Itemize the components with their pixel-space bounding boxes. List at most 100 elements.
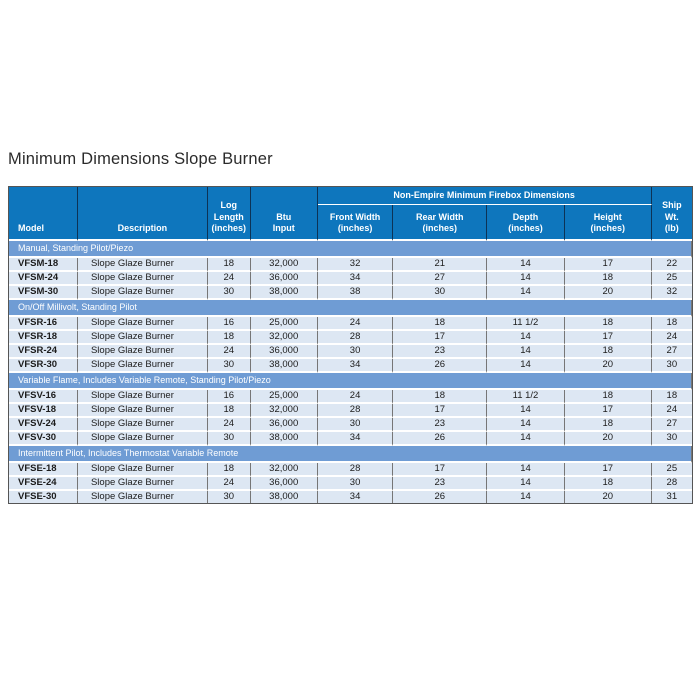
value-cell: 38,000 xyxy=(250,432,318,446)
value-cell: 36,000 xyxy=(250,418,318,432)
value-cell: 36,000 xyxy=(250,477,318,491)
table-row: VFSM-18 Slope Glaze Burner 18 32,000 32 21 14 1… xyxy=(9,258,692,272)
table-row: VFSM-30 Slope Glaze Burner 30 38,000 38 30 14 2… xyxy=(9,286,692,300)
value-cell: 18 xyxy=(651,390,692,404)
model-cell: VFSM-18 xyxy=(9,258,78,272)
column-header-btu-input: Btu Input xyxy=(250,187,318,241)
value-cell: 17 xyxy=(564,331,652,345)
model-cell: VFSR-18 xyxy=(9,331,78,345)
value-cell: 14 xyxy=(487,272,565,286)
section-row: Manual, Standing Pilot/Piezo xyxy=(9,241,692,258)
model-cell: VFSR-16 xyxy=(9,317,78,331)
table-row: VFSR-16 Slope Glaze Burner 16 25,000 24 18 11 … xyxy=(9,317,692,331)
value-cell: 28 xyxy=(317,404,394,418)
value-cell: 32,000 xyxy=(250,331,318,345)
value-cell: 28 xyxy=(317,463,394,477)
column-header-height: Height (inches) xyxy=(564,205,652,241)
value-cell: 14 xyxy=(487,258,565,272)
value-cell: 32 xyxy=(317,258,394,272)
value-cell: 31 xyxy=(651,491,692,503)
value-cell: 18 xyxy=(207,331,251,345)
table-row: VFSM-24 Slope Glaze Burner 24 36,000 34 27 14 1… xyxy=(9,272,692,286)
value-cell: 25,000 xyxy=(250,390,318,404)
table-row: VFSV-18 Slope Glaze Burner 18 32,000 28 17 14 1… xyxy=(9,404,692,418)
model-cell: VFSE-18 xyxy=(9,463,78,477)
value-cell: 23 xyxy=(393,345,488,359)
model-cell: VFSE-30 xyxy=(9,491,78,503)
description-cell: Slope Glaze Burner xyxy=(77,404,208,418)
value-cell: 23 xyxy=(393,477,488,491)
value-cell: 32,000 xyxy=(250,463,318,477)
value-cell: 18 xyxy=(564,345,652,359)
value-cell: 30 xyxy=(651,359,692,373)
value-cell: 16 xyxy=(207,390,251,404)
section-header: Variable Flame, Includes Variable Remote… xyxy=(9,373,692,390)
model-cell: VFSV-18 xyxy=(9,404,78,418)
value-cell: 18 xyxy=(564,272,652,286)
description-cell: Slope Glaze Burner xyxy=(77,390,208,404)
table-body: Manual, Standing Pilot/Piezo VFSM-18 Slope… xyxy=(9,241,692,503)
description-cell: Slope Glaze Burner xyxy=(77,491,208,503)
value-cell: 14 xyxy=(487,286,565,300)
description-cell: Slope Glaze Burner xyxy=(77,432,208,446)
section-header: Manual, Standing Pilot/Piezo xyxy=(9,241,692,258)
value-cell: 23 xyxy=(393,418,488,432)
column-header-depth: Depth (inches) xyxy=(487,205,565,241)
value-cell: 24 xyxy=(207,345,251,359)
value-cell: 24 xyxy=(651,331,692,345)
value-cell: 18 xyxy=(564,390,652,404)
value-cell: 17 xyxy=(564,404,652,418)
value-cell: 36,000 xyxy=(250,272,318,286)
value-cell: 34 xyxy=(317,272,394,286)
model-cell: VFSR-30 xyxy=(9,359,78,373)
model-cell: VFSR-24 xyxy=(9,345,78,359)
value-cell: 24 xyxy=(207,477,251,491)
value-cell: 34 xyxy=(317,359,394,373)
section-header: On/Off Millivolt, Standing Pilot xyxy=(9,300,692,317)
value-cell: 20 xyxy=(564,359,652,373)
description-cell: Slope Glaze Burner xyxy=(77,272,208,286)
value-cell: 38,000 xyxy=(250,491,318,503)
value-cell: 38,000 xyxy=(250,286,318,300)
value-cell: 18 xyxy=(207,404,251,418)
model-cell: VFSE-24 xyxy=(9,477,78,491)
value-cell: 34 xyxy=(317,491,394,503)
value-cell: 14 xyxy=(487,345,565,359)
value-cell: 27 xyxy=(651,345,692,359)
value-cell: 25 xyxy=(651,272,692,286)
value-cell: 24 xyxy=(651,404,692,418)
value-cell: 16 xyxy=(207,317,251,331)
description-cell: Slope Glaze Burner xyxy=(77,477,208,491)
value-cell: 30 xyxy=(207,359,251,373)
value-cell: 36,000 xyxy=(250,345,318,359)
value-cell: 26 xyxy=(393,432,488,446)
table-row: VFSV-16 Slope Glaze Burner 16 25,000 24 18 11 … xyxy=(9,390,692,404)
column-header-description: Description xyxy=(77,187,208,241)
value-cell: 24 xyxy=(207,418,251,432)
value-cell: 18 xyxy=(564,418,652,432)
value-cell: 21 xyxy=(393,258,488,272)
value-cell: 30 xyxy=(317,477,394,491)
description-cell: Slope Glaze Burner xyxy=(77,317,208,331)
model-cell: VFSV-16 xyxy=(9,390,78,404)
value-cell: 14 xyxy=(487,477,565,491)
value-cell: 18 xyxy=(564,477,652,491)
value-cell: 14 xyxy=(487,359,565,373)
description-cell: Slope Glaze Burner xyxy=(77,359,208,373)
value-cell: 18 xyxy=(207,258,251,272)
value-cell: 32 xyxy=(651,286,692,300)
model-cell: VFSM-24 xyxy=(9,272,78,286)
value-cell: 17 xyxy=(564,463,652,477)
table-row: VFSV-30 Slope Glaze Burner 30 38,000 34 26 14 2… xyxy=(9,432,692,446)
value-cell: 30 xyxy=(207,432,251,446)
model-cell: VFSV-24 xyxy=(9,418,78,432)
value-cell: 27 xyxy=(393,272,488,286)
value-cell: 14 xyxy=(487,404,565,418)
value-cell: 28 xyxy=(651,477,692,491)
description-cell: Slope Glaze Burner xyxy=(77,331,208,345)
model-cell: VFSV-30 xyxy=(9,432,78,446)
value-cell: 18 xyxy=(207,463,251,477)
value-cell: 18 xyxy=(651,317,692,331)
value-cell: 11 1/2 xyxy=(487,317,565,331)
value-cell: 30 xyxy=(317,345,394,359)
